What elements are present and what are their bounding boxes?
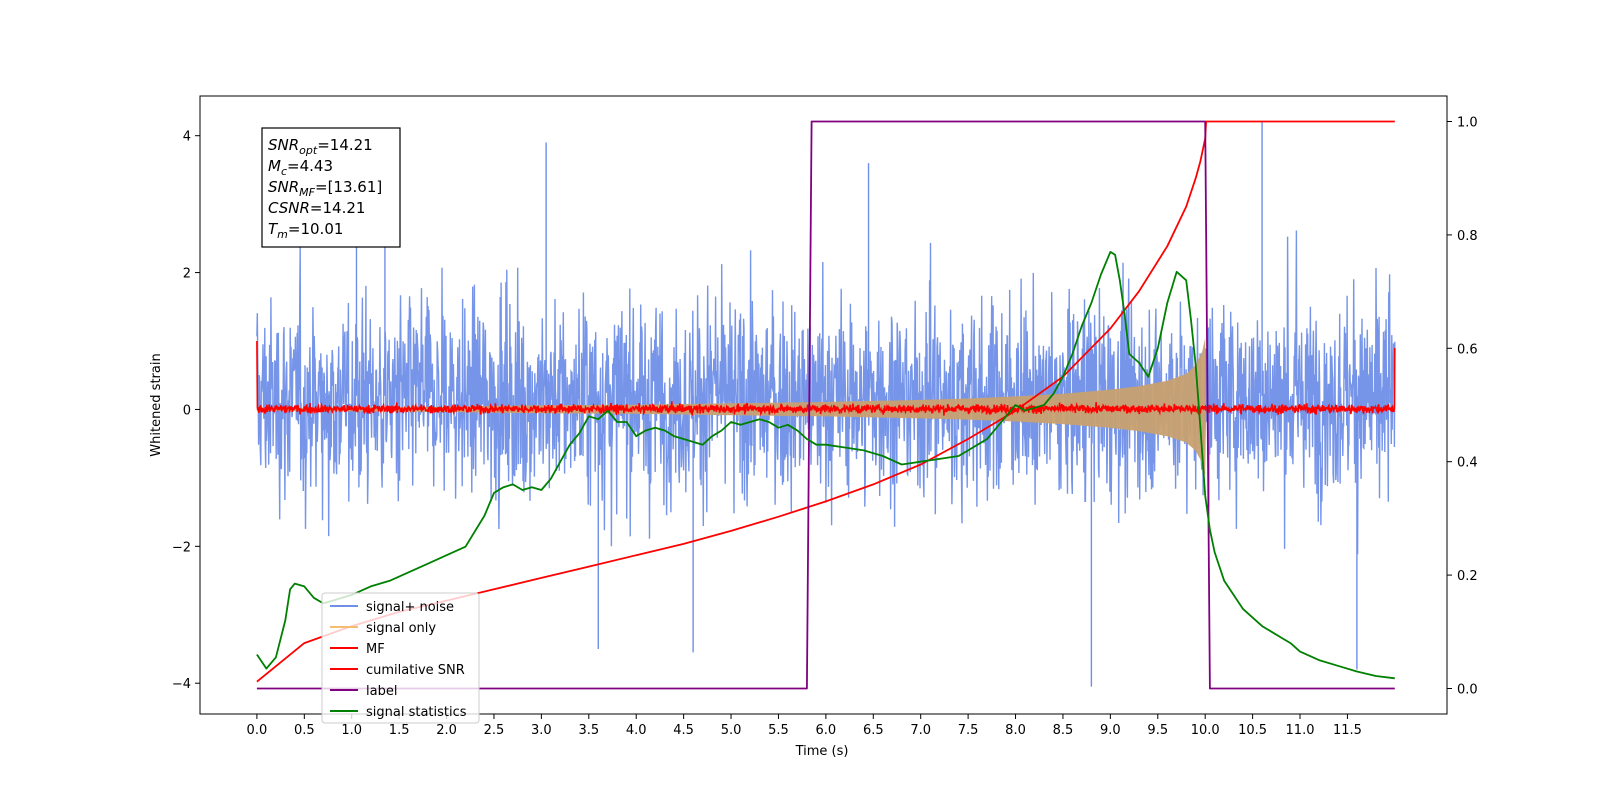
x-tick-label: 0.5 xyxy=(294,723,315,738)
series-signal-only-envelope xyxy=(256,337,1207,477)
x-tick-label: 10.0 xyxy=(1191,723,1220,738)
annotation-line: Tm=10.01 xyxy=(268,220,343,241)
y2-tick-label: 0.8 xyxy=(1457,229,1478,244)
plot-content xyxy=(256,120,1396,690)
x-tick-label: 4.5 xyxy=(673,723,694,738)
series-signal-statistics-line xyxy=(256,251,1395,680)
y2-tick-label: 0.2 xyxy=(1457,569,1478,584)
x-tick-label: 6.5 xyxy=(863,723,884,738)
x-tick-label: 5.0 xyxy=(721,723,742,738)
x-tick-label: 6.0 xyxy=(816,723,837,738)
y2-tick-label: 1.0 xyxy=(1457,116,1478,131)
x-tick-label: 3.5 xyxy=(578,723,599,738)
x-tick-label: 3.0 xyxy=(531,723,552,738)
plot-frame xyxy=(199,95,1448,715)
x-tick-label: 10.5 xyxy=(1238,723,1267,738)
x-axis-label: Time (s) xyxy=(795,744,849,759)
y2-tick-label: 0.4 xyxy=(1457,456,1478,471)
x-tick-label: 2.0 xyxy=(436,723,457,738)
x-tick-label: 9.0 xyxy=(1100,723,1121,738)
y-tick-label: −2 xyxy=(172,540,191,555)
legend-label: cumilative SNR xyxy=(366,663,465,678)
annotation-line: SNRMF=[13.61] xyxy=(268,178,382,199)
x-tick-label: 7.0 xyxy=(910,723,931,738)
legend-label: signal statistics xyxy=(366,705,467,720)
x-tick-label: 5.5 xyxy=(768,723,789,738)
series-label-line xyxy=(256,120,1395,690)
legend-label: label xyxy=(366,684,397,699)
legend-label: MF xyxy=(366,642,385,657)
y-tick-label: 4 xyxy=(183,130,191,145)
annotation-line: SNRopt=14.21 xyxy=(268,136,373,157)
x-tick-label: 7.5 xyxy=(958,723,979,738)
y2-tick-label: 0.0 xyxy=(1457,682,1478,697)
y-axis-label: Whitened strain xyxy=(149,353,164,456)
legend: signal+ noise signal only MF cumilative SNR… xyxy=(321,592,480,724)
x-tick-label: 11.0 xyxy=(1286,723,1315,738)
y-axis-right: 0.0 0.2 0.4 0.6 0.8 1.0 xyxy=(1447,116,1478,697)
legend-label: signal+ noise xyxy=(366,600,454,615)
legend-frame xyxy=(321,592,480,724)
y-tick-label: 0 xyxy=(183,403,191,418)
annotation-line: CSNR=14.21 xyxy=(268,199,365,217)
annotation-line: Mc=4.43 xyxy=(268,157,333,178)
series-mf-line xyxy=(256,340,1396,417)
x-tick-label: 1.0 xyxy=(341,723,362,738)
annotation-box-frame xyxy=(261,127,401,248)
y-axis-left: −4 −2 0 2 4 xyxy=(172,130,200,692)
y-tick-label: 2 xyxy=(183,267,191,282)
x-tick-label: 4.0 xyxy=(626,723,647,738)
x-tick-label: 9.5 xyxy=(1147,723,1168,738)
x-tick-label: 0.0 xyxy=(247,723,268,738)
legend-label: signal only xyxy=(366,621,436,636)
x-tick-label: 11.5 xyxy=(1333,723,1362,738)
x-axis: 0.0 0.5 1.0 1.5 2.0 2.5 3.0 3.5 4.0 4.5 5.0 5.5 6.0 6… xyxy=(247,714,1362,738)
metrics-annotation-box: SNRopt=14.21Mc=4.43SNRMF=[13.61]CSNR=14.… xyxy=(261,127,401,248)
x-tick-label: 8.0 xyxy=(1005,723,1026,738)
y-tick-label: −4 xyxy=(172,677,191,692)
y2-tick-label: 0.6 xyxy=(1457,342,1478,357)
x-tick-label: 8.5 xyxy=(1053,723,1074,738)
x-tick-label: 1.5 xyxy=(389,723,410,738)
x-tick-label: 2.5 xyxy=(484,723,505,738)
